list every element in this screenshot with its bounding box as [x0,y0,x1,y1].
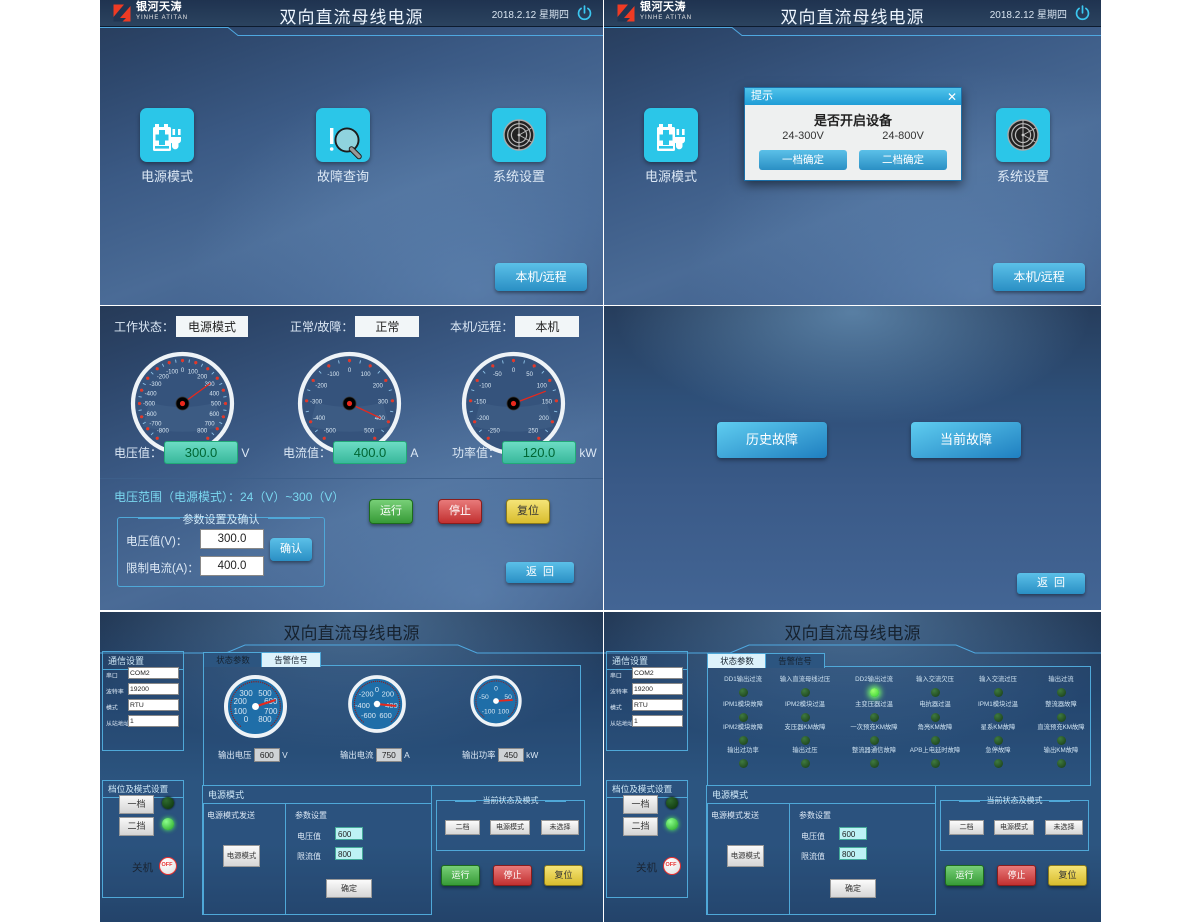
svg-text:200: 200 [373,384,384,390]
svg-text:100: 100 [233,707,247,716]
svg-text:-50: -50 [479,694,489,701]
svg-text:-200: -200 [477,416,490,422]
svg-text:400: 400 [209,391,220,397]
svg-text:-200: -200 [359,690,374,699]
svg-text:50: 50 [526,372,533,378]
svg-text:100: 100 [361,372,372,378]
svg-text:300: 300 [239,689,253,698]
svg-text:500: 500 [211,402,222,408]
svg-text:700: 700 [205,421,216,427]
svg-text:-100: -100 [166,370,179,376]
svg-text:-200: -200 [315,384,328,390]
svg-text:-800: -800 [157,429,170,435]
svg-text:300: 300 [378,400,389,406]
svg-text:-300: -300 [149,382,162,388]
svg-text:-500: -500 [143,402,156,408]
svg-text:-100: -100 [327,372,340,378]
svg-text:-500: -500 [324,429,337,435]
svg-text:-400: -400 [313,416,326,422]
svg-text:600: 600 [379,711,391,720]
svg-text:0: 0 [494,685,498,692]
svg-text:600: 600 [209,412,220,418]
svg-text:800: 800 [197,429,208,435]
svg-text:-100: -100 [482,709,496,716]
svg-text:-700: -700 [149,421,162,427]
svg-text:0: 0 [375,685,379,694]
svg-text:-150: -150 [474,400,487,406]
svg-text:200: 200 [197,375,208,381]
svg-text:-100: -100 [479,384,492,390]
svg-text:-50: -50 [493,372,502,378]
svg-text:500: 500 [364,429,375,435]
svg-text:200: 200 [382,690,394,699]
svg-text:800: 800 [258,715,272,724]
svg-text:150: 150 [542,400,553,406]
svg-text:-250: -250 [488,429,501,435]
svg-text:-600: -600 [145,412,158,418]
svg-text:100: 100 [537,384,548,390]
svg-text:0: 0 [244,715,249,724]
svg-text:250: 250 [528,429,539,435]
svg-text:100: 100 [498,709,509,716]
svg-text:-400: -400 [355,701,370,710]
svg-text:200: 200 [539,416,550,422]
svg-text:-300: -300 [310,400,323,406]
svg-text:-600: -600 [361,711,376,720]
svg-text:200: 200 [233,697,247,706]
svg-text:-400: -400 [145,391,158,397]
